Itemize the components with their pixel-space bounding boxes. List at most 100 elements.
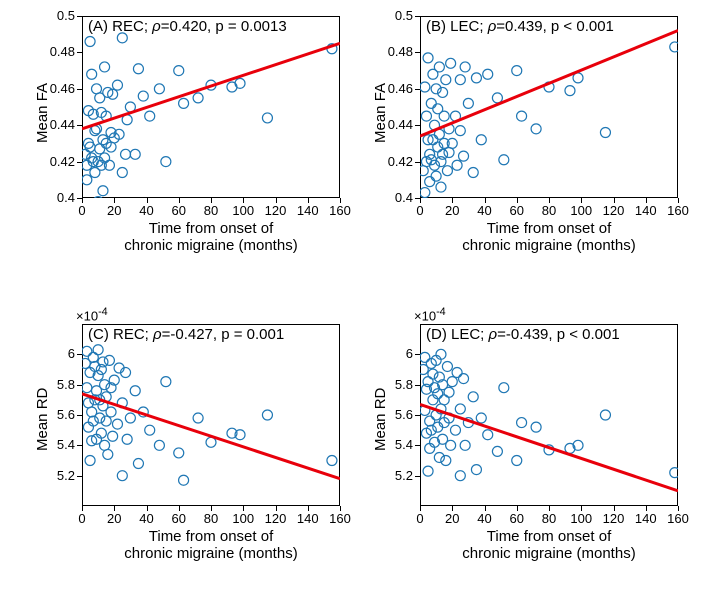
data-point <box>425 177 435 187</box>
xtick-label: 80 <box>199 511 223 526</box>
xtick-label: 160 <box>328 511 352 526</box>
ytick-mark <box>415 16 420 17</box>
fit-line <box>82 394 340 479</box>
data-point <box>421 111 431 121</box>
data-point <box>100 62 110 72</box>
ytick-mark <box>77 445 82 446</box>
ytick-mark <box>77 89 82 90</box>
ytick-mark <box>77 16 82 17</box>
xtick-label: 20 <box>440 203 464 218</box>
data-point <box>95 144 105 154</box>
xtick-label: 100 <box>231 203 255 218</box>
xtick-label: 160 <box>666 203 690 218</box>
ytick-label: 5.2 <box>395 468 413 483</box>
ytick-mark <box>415 385 420 386</box>
panel-C-title: (C) REC; ρ=-0.427, p = 0.001 <box>88 326 284 343</box>
data-point <box>499 155 509 165</box>
data-point <box>476 413 486 423</box>
data-point <box>121 149 131 159</box>
data-point <box>161 157 171 167</box>
data-point <box>112 419 122 429</box>
data-point <box>444 387 454 397</box>
ytick-mark <box>77 385 82 386</box>
data-point <box>670 468 678 478</box>
data-point <box>95 413 105 423</box>
data-point <box>161 377 171 387</box>
ytick-mark <box>415 125 420 126</box>
data-point <box>460 62 470 72</box>
xtick-label: 40 <box>135 511 159 526</box>
xtick-label: 20 <box>102 511 126 526</box>
data-point <box>235 78 245 88</box>
data-point <box>512 456 522 466</box>
panel-B-xlabel: Time from onset ofchronic migraine (mont… <box>419 220 679 254</box>
ytick-label: 0.44 <box>388 117 413 132</box>
panel-B-svg <box>420 16 678 198</box>
data-point <box>431 171 441 181</box>
fit-line <box>420 404 678 490</box>
data-point <box>423 53 433 63</box>
xtick-label: 80 <box>537 511 561 526</box>
xtick-label: 120 <box>602 511 626 526</box>
data-point <box>441 75 451 85</box>
panel-C-svg <box>82 324 340 506</box>
y-exponent: ×10-4 <box>414 306 446 323</box>
xtick-label: 80 <box>199 203 223 218</box>
data-point <box>101 416 111 426</box>
panel-D-xlabel: Time from onset ofchronic migraine (mont… <box>419 528 679 562</box>
data-point <box>87 69 97 79</box>
data-point <box>517 418 527 428</box>
data-point <box>442 166 452 176</box>
data-point <box>512 66 522 76</box>
data-point <box>262 113 272 123</box>
panel-A-xlabel: Time from onset ofchronic migraine (mont… <box>81 220 341 254</box>
data-point <box>85 142 95 152</box>
data-point <box>471 465 481 475</box>
data-point <box>446 440 456 450</box>
y-exponent: ×10-4 <box>76 306 108 323</box>
data-point <box>174 448 184 458</box>
data-point <box>125 413 135 423</box>
data-point <box>455 126 465 136</box>
data-point <box>106 407 116 417</box>
data-point <box>420 352 430 362</box>
panel-B-ylabel: Mean FA <box>372 83 389 143</box>
ytick-label: 0.46 <box>50 81 75 96</box>
panel-A-svg <box>82 16 340 198</box>
ytick-mark <box>77 198 82 199</box>
data-point <box>179 475 189 485</box>
xtick-label: 140 <box>634 511 658 526</box>
data-point <box>438 149 448 159</box>
xtick-label: 40 <box>135 203 159 218</box>
ytick-label: 0.4 <box>57 190 75 205</box>
data-point <box>174 66 184 76</box>
data-point <box>104 355 114 365</box>
ytick-label: 6 <box>68 346 75 361</box>
ytick-mark <box>415 52 420 53</box>
xtick-label: 160 <box>328 203 352 218</box>
xtick-label: 40 <box>473 511 497 526</box>
data-point <box>459 151 469 161</box>
panel-A-title: (A) REC; ρ=0.420, p = 0.0013 <box>88 18 287 35</box>
data-point <box>600 410 610 420</box>
data-point <box>442 361 452 371</box>
data-point <box>565 86 575 96</box>
data-point <box>439 111 449 121</box>
data-point <box>93 197 103 198</box>
xtick-label: 100 <box>569 203 593 218</box>
figure-root: 0204060801001201401600.40.420.440.460.48… <box>0 0 709 600</box>
data-point <box>468 392 478 402</box>
panel-D-ylabel: Mean RD <box>372 388 389 451</box>
data-point <box>476 135 486 145</box>
data-point <box>517 111 527 121</box>
xtick-label: 140 <box>634 203 658 218</box>
data-point <box>426 98 436 108</box>
data-point <box>82 383 92 393</box>
data-point <box>93 345 103 355</box>
ytick-label: 0.46 <box>388 81 413 96</box>
data-point <box>463 98 473 108</box>
data-point <box>103 449 113 459</box>
data-point <box>483 69 493 79</box>
data-point <box>444 148 454 158</box>
xtick-label: 80 <box>537 203 561 218</box>
